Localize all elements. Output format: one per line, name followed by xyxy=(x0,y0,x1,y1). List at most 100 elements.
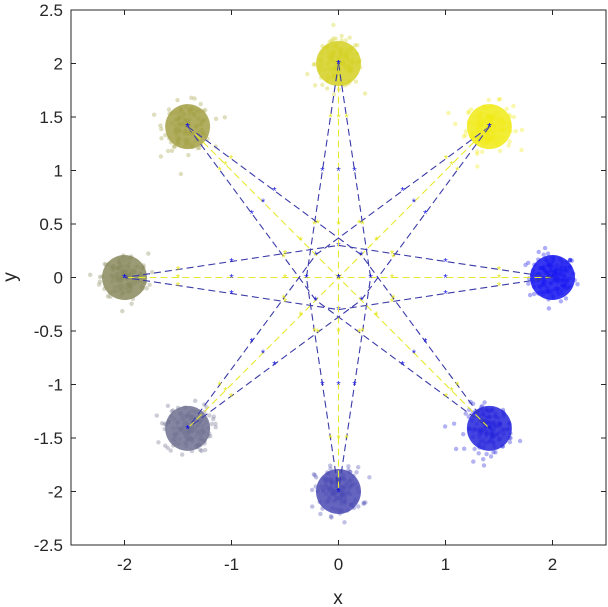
trajectory-marker: * xyxy=(283,297,288,309)
cluster-point xyxy=(342,520,347,525)
trajectory-marker: * xyxy=(412,348,417,360)
cluster-point xyxy=(158,154,164,159)
cluster-point xyxy=(488,454,494,459)
trajectory-marker: * xyxy=(223,386,228,398)
cluster-point xyxy=(497,97,503,102)
cluster-point xyxy=(481,457,486,462)
trajectory-marker: * xyxy=(450,386,455,398)
cluster-8 xyxy=(442,399,523,468)
trajectory-marker: * xyxy=(261,348,266,360)
cluster-point xyxy=(497,148,503,154)
cluster-point xyxy=(446,110,451,116)
trajectory-marker: * xyxy=(185,122,190,134)
trajectory-marker: * xyxy=(185,122,190,134)
cluster-point xyxy=(154,413,159,418)
trajectory-marker: * xyxy=(400,186,405,198)
y-axis: -2.5 -2 -1.5 -1 -0.5 0 0.5 1 1.5 2 2.5 xyxy=(34,1,606,555)
trajectory-marker: * xyxy=(229,273,234,285)
y-tick-label: -0.5 xyxy=(34,322,63,341)
cluster-point xyxy=(175,98,180,103)
cluster-point xyxy=(367,475,372,480)
trajectory-marker: * xyxy=(487,423,492,435)
cluster-point xyxy=(193,398,198,403)
cluster-point xyxy=(202,447,208,453)
cluster-point xyxy=(480,149,485,154)
trajectory-marker: * xyxy=(176,281,181,293)
trajectory-marker: * xyxy=(497,264,502,276)
trajectory-line xyxy=(187,126,490,429)
cluster-point xyxy=(129,301,134,306)
y-tick-label: -2.5 xyxy=(34,536,63,555)
cluster-point xyxy=(482,400,487,405)
cluster-point xyxy=(311,472,317,477)
trajectory-marker: * xyxy=(336,326,341,338)
cluster-point xyxy=(149,270,155,275)
trajectory-marker: * xyxy=(336,273,341,285)
x-tick-label: 2 xyxy=(548,555,557,574)
cluster-point xyxy=(536,249,541,255)
trajectory-marker: * xyxy=(374,235,379,247)
cluster-point xyxy=(180,452,185,457)
cluster-point xyxy=(486,97,491,103)
trajectory-marker: * xyxy=(352,166,357,178)
trajectory-marker: * xyxy=(314,295,319,307)
trajectory-marker: * xyxy=(316,327,321,339)
trajectory-marker: * xyxy=(487,122,492,134)
cluster-point xyxy=(475,151,480,156)
cluster-point xyxy=(496,97,502,102)
trajectory-marker: * xyxy=(176,264,181,276)
cluster-point xyxy=(475,149,480,154)
cluster-point xyxy=(356,465,361,470)
cluster-point xyxy=(144,286,149,291)
cluster-point xyxy=(352,43,358,48)
cluster-point xyxy=(541,252,546,257)
trajectory-marker: * xyxy=(320,380,325,392)
cluster-point xyxy=(333,36,338,41)
cluster-point xyxy=(526,281,531,286)
cluster-point xyxy=(318,511,323,517)
trajectory-marker: * xyxy=(497,273,502,285)
trajectory-marker: * xyxy=(352,380,357,392)
cluster-point xyxy=(147,282,152,287)
cluster-point xyxy=(511,114,517,120)
trajectory-marker: * xyxy=(122,273,127,285)
cluster-point xyxy=(211,414,216,419)
trajectory-line xyxy=(124,276,553,311)
trajectory-marker: * xyxy=(550,273,555,285)
cluster-point xyxy=(165,403,171,408)
trajectory-marker: * xyxy=(360,326,365,338)
trajectory-marker: * xyxy=(229,289,234,301)
cluster-point xyxy=(569,258,574,263)
cluster-point xyxy=(361,500,366,505)
cluster-point xyxy=(466,110,471,116)
cluster-point xyxy=(97,274,103,280)
cluster-point xyxy=(328,466,333,472)
cluster-point xyxy=(159,421,165,426)
cluster-point xyxy=(213,421,218,426)
x-tick-label: 1 xyxy=(441,555,450,574)
cluster-point xyxy=(305,71,310,77)
cluster-point xyxy=(362,91,368,96)
trajectory-marker: * xyxy=(391,252,396,264)
cluster-point xyxy=(165,445,170,451)
x-tick-label: 0 xyxy=(334,555,343,574)
cluster-point xyxy=(312,83,318,88)
trajectory-marker: * xyxy=(374,310,379,322)
cluster-point xyxy=(442,424,448,429)
y-tick-label: -2 xyxy=(48,483,63,502)
cluster-point xyxy=(563,296,569,301)
trajectory-marker: * xyxy=(550,273,555,285)
trajectory-marker: * xyxy=(336,487,341,499)
trajectory-marker: * xyxy=(250,337,255,349)
cluster-point xyxy=(558,299,564,304)
trajectory-marker: * xyxy=(487,423,492,435)
cluster-point xyxy=(207,413,212,418)
trajectory-marker: * xyxy=(283,248,288,260)
trajectory-marker: * xyxy=(122,273,127,285)
cluster-point xyxy=(213,425,218,430)
cluster-point xyxy=(120,308,125,314)
trajectory-marker: * xyxy=(282,293,287,305)
trajectory-marker: * xyxy=(443,256,448,268)
trajectory-marker: * xyxy=(336,166,341,178)
trajectory-marker: * xyxy=(360,219,365,231)
